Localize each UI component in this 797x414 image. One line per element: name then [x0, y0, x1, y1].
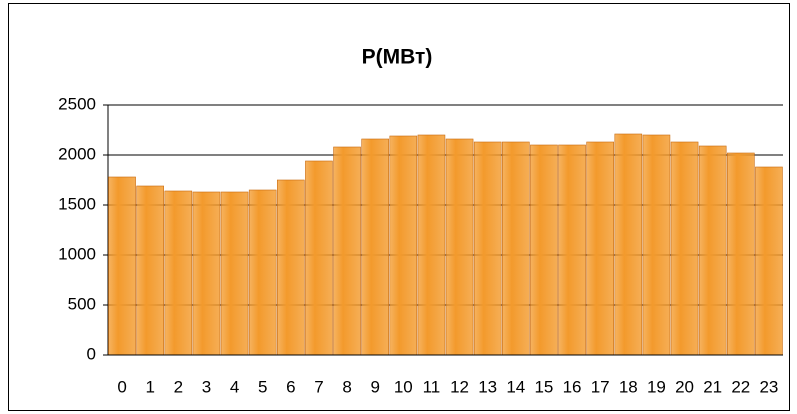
bar: [333, 146, 361, 356]
x-tick-label: 13: [478, 377, 497, 396]
y-tick-label: 0: [87, 344, 96, 363]
bar: [192, 191, 221, 356]
x-tick-label: 2: [174, 377, 183, 396]
bar: [136, 185, 164, 356]
bar: [586, 141, 614, 356]
y-tick-label: 2000: [58, 144, 96, 163]
bar: [670, 141, 699, 356]
x-tick-label: 10: [394, 377, 413, 396]
x-tick-label: 17: [591, 377, 610, 396]
bar: [502, 141, 530, 356]
bar: [305, 160, 333, 356]
x-tick-label: 3: [202, 377, 211, 396]
x-tick-label: 4: [230, 377, 239, 396]
x-tick-label: 15: [534, 377, 553, 396]
x-tick-label: 11: [423, 377, 441, 396]
y-tick-label: 1500: [58, 194, 96, 213]
y-tick-label: 1000: [58, 244, 96, 263]
bar: [727, 152, 755, 356]
x-tick-label: 16: [563, 377, 582, 396]
bar: [164, 190, 193, 356]
bar: [248, 189, 277, 356]
bar: [698, 145, 727, 356]
x-tick-label: 20: [675, 377, 694, 396]
x-tick-label: 1: [145, 377, 154, 396]
bar: [389, 135, 418, 356]
bar: [220, 191, 249, 356]
bar: [108, 176, 136, 356]
bar: [642, 134, 671, 356]
x-tick-label: 12: [450, 377, 469, 396]
bar: [473, 141, 502, 356]
chart-title: P(МВт): [362, 46, 433, 69]
bar: [614, 133, 643, 356]
y-tick-label: 500: [68, 294, 96, 313]
x-tick-label: 21: [703, 377, 722, 396]
x-tick-label: 8: [342, 377, 351, 396]
x-tick-label: 7: [314, 377, 323, 396]
bar: [417, 134, 446, 356]
x-tick-label: 0: [117, 377, 126, 396]
x-tick-label: 9: [370, 377, 379, 396]
x-tick-label: 5: [258, 377, 267, 396]
bar: [361, 138, 389, 356]
bar: [277, 179, 305, 356]
x-tick-label: 6: [286, 377, 295, 396]
y-tick-label: 2500: [58, 94, 96, 113]
bar: [530, 144, 558, 356]
x-tick-label: 14: [506, 377, 525, 396]
x-tick-label: 19: [647, 377, 666, 396]
x-tick-label: 22: [731, 377, 750, 396]
bar: [445, 138, 474, 356]
bar: [558, 144, 586, 356]
bar: [755, 166, 783, 356]
x-tick-label: 18: [619, 377, 638, 396]
x-tick-label: 23: [759, 377, 778, 396]
